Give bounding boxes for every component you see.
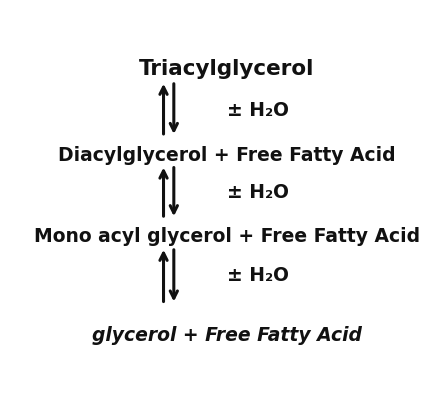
- Text: glycerol + Free Fatty Acid: glycerol + Free Fatty Acid: [92, 326, 362, 345]
- Text: ± H₂O: ± H₂O: [227, 101, 289, 120]
- Text: ± H₂O: ± H₂O: [227, 183, 289, 202]
- Text: ± H₂O: ± H₂O: [227, 266, 289, 285]
- Text: Triacylglycerol: Triacylglycerol: [140, 58, 315, 79]
- Text: Mono acyl glycerol + Free Fatty Acid: Mono acyl glycerol + Free Fatty Acid: [34, 226, 420, 245]
- Text: Diacylglycerol + Free Fatty Acid: Diacylglycerol + Free Fatty Acid: [58, 146, 396, 165]
